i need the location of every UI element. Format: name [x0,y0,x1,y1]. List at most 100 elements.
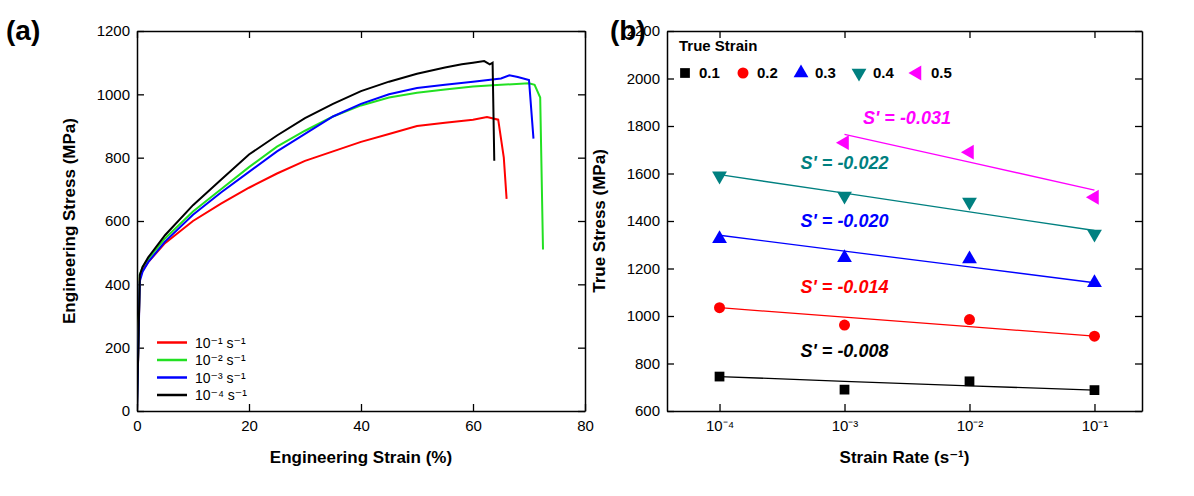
y-tick-mark-right [1135,268,1142,269]
data-point [837,192,852,205]
x-tick: 60 [465,404,482,434]
x-tick-top [1094,31,1095,38]
y-tick-mark-right [578,31,585,32]
slope-label: S' = -0.031 [863,108,951,128]
y-axis-title: Engineering Stress (MPa) [60,118,79,324]
y-tick: 0 [122,402,144,419]
y-tick-mark [667,316,674,317]
data-point [715,372,725,382]
legend-label: 10⁻¹ s⁻¹ [195,335,246,351]
y-tick-mark-right [578,94,585,95]
y-tick: 2200 [627,22,674,39]
y-tick: 1000 [627,307,674,324]
y-tick-mark-right [578,284,585,285]
y-tick-label: 1800 [627,117,660,134]
y-tick-right [1135,126,1142,127]
y-tick-label: 0 [122,402,130,419]
y-tick-right [1135,221,1142,222]
figure: (a)020406080020040060080010001200Enginee… [0,0,1194,496]
slope-label: S' = -0.020 [801,211,889,231]
annotations: S' = -0.008S' = -0.014S' = -0.020S' = -0… [801,108,951,361]
y-tick: 1400 [627,212,674,229]
legend: True Strain0.10.20.30.40.5 [679,37,952,82]
x-axis-top [138,31,586,38]
y-axis: 020040060080010001200 [97,22,144,419]
panel: (b)10⁻⁴10⁻³10⁻²10⁻¹600800100012001400160… [590,15,1143,467]
legend: 10⁻¹ s⁻¹10⁻² s⁻¹10⁻³ s⁻¹10⁻⁴ s⁻¹ [157,335,247,404]
y-tick-label: 1200 [627,260,660,277]
x-tick-label: 0 [133,417,141,434]
x-axis-title: Strain Rate (s⁻¹) [840,448,970,467]
x-tick-top [249,31,250,38]
y-tick: 800 [105,149,144,166]
x-tick: 10⁻³ [832,404,859,434]
y-tick: 1200 [627,260,674,277]
y-tick-mark-right [578,158,585,159]
data-point [836,135,849,150]
x-tick-mark [1094,404,1095,411]
legend-label: 0.5 [931,64,952,81]
x-tick-label: 10⁻² [957,417,984,434]
y-tick-mark [137,411,144,412]
slope-label: S' = -0.022 [801,153,889,173]
x-tick-mark-top [473,31,474,38]
y-tick-mark [667,268,674,269]
y-tick-mark [667,363,674,364]
y-tick-mark [137,94,144,95]
y-tick-label: 2200 [627,22,660,39]
y-tick-label: 1600 [627,165,660,182]
x-tick-top [361,31,362,38]
data-point [839,320,850,331]
y-tick-mark-right [1135,221,1142,222]
data-point [1087,230,1102,243]
data-point [714,302,725,313]
fit-line [720,175,1095,231]
x-tick-label: 10⁻³ [832,417,859,434]
slope-label: S' = -0.014 [801,277,889,297]
data-point [1086,190,1099,205]
y-tick-label: 800 [635,355,660,372]
y-tick-label: 1400 [627,212,660,229]
x-tick-mark [249,404,250,411]
x-tick-mark-top [137,31,138,38]
y-tick: 600 [105,212,144,229]
legend-swatch [157,359,187,362]
legend-title: True Strain [679,37,757,54]
panel-label: (a) [6,15,40,46]
y-tick-mark [667,411,674,412]
x-tick: 10⁻¹ [1082,404,1109,434]
legend-label: 0.4 [873,64,895,81]
x-tick-mark-top [844,31,845,38]
y-tick-mark-right [578,221,585,222]
data-point [1089,331,1100,342]
y-tick-label: 2000 [627,70,660,87]
fit-line [720,377,1095,391]
data-point [712,230,727,243]
y-tick: 400 [105,276,144,293]
y-tick: 1000 [97,86,144,103]
y-tick: 800 [635,355,674,372]
y-tick-mark-right [1135,173,1142,174]
legend-swatch [157,341,187,344]
y-tick-right [1135,269,1142,270]
legend-label: 10⁻³ s⁻¹ [195,370,246,386]
x-tick-label: 40 [353,417,370,434]
y-tick-mark-right [1135,126,1142,127]
y-tick-mark-right [578,411,585,412]
legend-label: 10⁻² s⁻¹ [195,352,246,368]
legend-marker [794,64,809,77]
y-tick-label: 1000 [97,86,130,103]
x-tick-label: 20 [241,417,258,434]
x-tick-mark [361,404,362,411]
x-tick-top [137,31,138,38]
x-tick-top [845,31,846,38]
y-axis-title: True Stress (MPa) [590,149,609,293]
frame-top [668,31,1143,33]
y-tick-label: 800 [105,149,130,166]
data-point [962,198,977,211]
plot-area [137,61,543,411]
legend-label: 0.3 [815,64,836,81]
y-tick-right [1135,364,1142,365]
y-tick-right [1135,31,1142,32]
x-axis: 020406080 [133,404,594,434]
